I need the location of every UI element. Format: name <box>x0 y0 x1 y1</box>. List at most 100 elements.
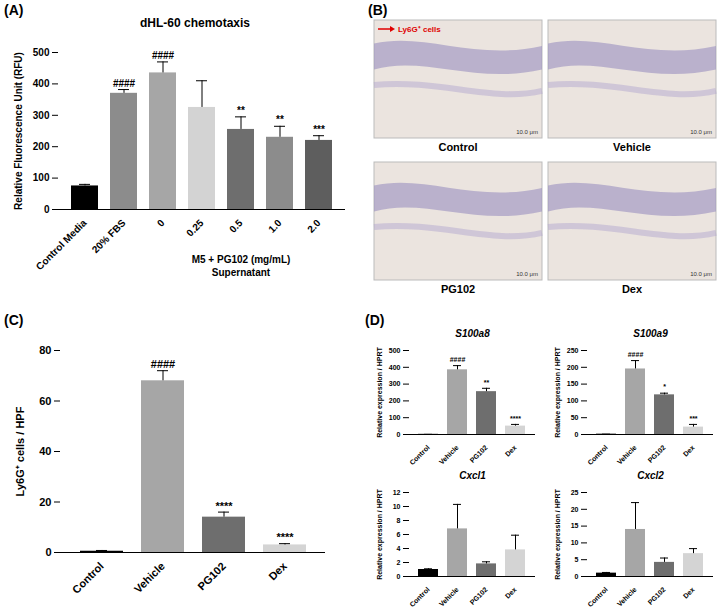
svg-text:250: 250 <box>567 347 579 354</box>
svg-text:60: 60 <box>39 395 51 407</box>
svg-text:####: #### <box>152 50 175 61</box>
svg-text:5: 5 <box>575 556 579 563</box>
svg-text:Vehicle: Vehicle <box>438 586 460 608</box>
svg-text:80: 80 <box>39 344 51 356</box>
svg-text:Relative Fluorescence Unit (RF: Relative Fluorescence Unit (RFU) <box>13 52 24 210</box>
html-text:dHL-60 chemotaxis: dHL-60 chemotaxis <box>140 16 250 30</box>
svg-text:0: 0 <box>397 431 401 438</box>
svg-text:8: 8 <box>397 517 401 524</box>
svg-text:20: 20 <box>39 496 51 508</box>
svg-text:12: 12 <box>393 489 401 496</box>
svg-text:40: 40 <box>39 445 51 457</box>
svg-text:####: #### <box>628 351 644 358</box>
svg-text:Control: Control <box>70 560 106 596</box>
svg-text:****: **** <box>510 415 521 422</box>
svg-text:400: 400 <box>389 364 401 371</box>
svg-text:Control Media: Control Media <box>34 217 89 272</box>
svg-text:15: 15 <box>571 522 579 529</box>
svg-text:500: 500 <box>389 347 401 354</box>
svg-text:Ly6G⁺ cells: Ly6G⁺ cells <box>398 25 441 34</box>
svg-text:100: 100 <box>567 397 579 404</box>
html-text:(B): (B) <box>368 2 388 18</box>
svg-text:150: 150 <box>567 380 579 387</box>
svg-text:4: 4 <box>397 545 401 552</box>
svg-text:Control: Control <box>408 444 431 467</box>
svg-text:20% FBS: 20% FBS <box>90 217 128 255</box>
svg-text:****: **** <box>215 500 233 512</box>
svg-text:Dex: Dex <box>682 444 696 458</box>
svg-text:2: 2 <box>397 559 401 566</box>
svg-text:PG102: PG102 <box>468 586 488 606</box>
html-text:S100a8: S100a8 <box>455 328 490 339</box>
svg-text:10.0 μm: 10.0 μm <box>516 129 538 135</box>
svg-text:PG102: PG102 <box>195 560 228 593</box>
svg-text:200: 200 <box>567 364 579 371</box>
svg-text:6: 6 <box>397 531 401 538</box>
svg-text:Control: Control <box>586 444 609 467</box>
svg-text:Ly6G⁺ cells / HPF: Ly6G⁺ cells / HPF <box>14 406 26 496</box>
svg-text:500: 500 <box>33 47 50 58</box>
svg-text:20: 20 <box>571 506 579 513</box>
svg-text:10.0 μm: 10.0 μm <box>690 129 712 135</box>
svg-text:0: 0 <box>397 573 401 580</box>
svg-text:Relative expression / HPRT: Relative expression / HPRT <box>376 488 384 579</box>
svg-text:PG102: PG102 <box>646 444 666 464</box>
svg-text:M5 + PG102 (mg/mL): M5 + PG102 (mg/mL) <box>192 254 291 265</box>
svg-text:10: 10 <box>393 503 401 510</box>
svg-text:100: 100 <box>33 172 50 183</box>
svg-text:**: ** <box>484 379 490 386</box>
svg-text:####: #### <box>151 358 175 370</box>
svg-text:Control: Control <box>438 141 477 153</box>
svg-text:**: ** <box>237 105 245 116</box>
svg-text:0: 0 <box>45 546 51 558</box>
svg-text:400: 400 <box>33 78 50 89</box>
svg-text:Control: Control <box>586 586 609 609</box>
svg-text:####: #### <box>450 356 466 363</box>
svg-text:10: 10 <box>571 539 579 546</box>
svg-text:10.0 μm: 10.0 μm <box>690 271 712 277</box>
svg-text:####: #### <box>113 78 136 89</box>
svg-text:0.5: 0.5 <box>227 217 245 235</box>
html-text:(C): (C) <box>4 312 24 328</box>
svg-text:***: *** <box>689 415 697 422</box>
svg-text:PG102: PG102 <box>441 283 475 295</box>
svg-text:Supernatant: Supernatant <box>212 267 271 278</box>
svg-text:Dex: Dex <box>504 586 518 600</box>
svg-text:Dex: Dex <box>266 559 289 582</box>
svg-text:300: 300 <box>33 110 50 121</box>
svg-text:50: 50 <box>571 414 579 421</box>
html-text:(D): (D) <box>365 312 385 328</box>
svg-text:Relative expression / HPRT: Relative expression / HPRT <box>376 346 384 437</box>
svg-text:Relative expression / HPRT: Relative expression / HPRT <box>554 346 562 437</box>
svg-text:300: 300 <box>389 380 401 387</box>
svg-text:***: *** <box>313 124 325 135</box>
html-text:(A): (A) <box>4 2 24 18</box>
svg-text:0: 0 <box>575 431 579 438</box>
svg-text:10.0 μm: 10.0 μm <box>516 271 538 277</box>
svg-text:Relative expression / HPRT: Relative expression / HPRT <box>554 488 562 579</box>
svg-text:PG102: PG102 <box>468 444 488 464</box>
svg-text:Vehicle: Vehicle <box>613 141 651 153</box>
svg-text:0: 0 <box>575 573 579 580</box>
svg-text:**: ** <box>276 114 284 125</box>
svg-text:0: 0 <box>44 204 50 215</box>
svg-text:200: 200 <box>33 141 50 152</box>
svg-text:0: 0 <box>155 217 167 229</box>
svg-text:200: 200 <box>389 397 401 404</box>
svg-text:*: * <box>663 383 666 390</box>
svg-text:Dex: Dex <box>504 444 518 458</box>
svg-text:100: 100 <box>389 414 401 421</box>
svg-text:2.0: 2.0 <box>305 217 323 235</box>
svg-text:Vehicle: Vehicle <box>438 444 460 466</box>
svg-text:1.0: 1.0 <box>266 217 284 235</box>
svg-text:Dex: Dex <box>622 283 643 295</box>
svg-text:****: **** <box>276 531 294 543</box>
svg-text:Control: Control <box>408 586 431 609</box>
svg-text:Vehicle: Vehicle <box>132 560 167 595</box>
svg-text:Vehicle: Vehicle <box>616 444 638 466</box>
svg-text:Dex: Dex <box>682 586 696 600</box>
svg-text:PG102: PG102 <box>646 586 666 606</box>
svg-text:25: 25 <box>571 489 579 496</box>
svg-text:Vehicle: Vehicle <box>616 586 638 608</box>
svg-text:0.25: 0.25 <box>184 217 206 239</box>
